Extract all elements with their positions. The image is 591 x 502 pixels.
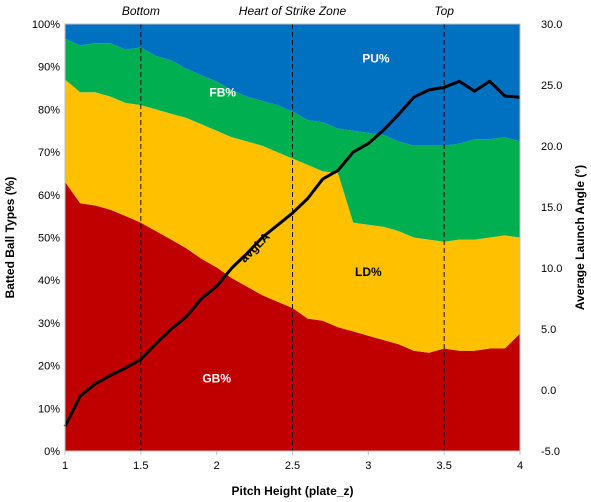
y-tick-label: 10%	[38, 403, 60, 415]
y2-tick-label: -5.0	[541, 446, 560, 458]
y2-tick-label: 0.0	[541, 385, 556, 397]
x-tick-label: 3.5	[437, 460, 452, 472]
y-axis-title: Batted Ball Types (%)	[3, 177, 17, 299]
y-tick-label: 40%	[38, 275, 60, 287]
zone-label-top: Top	[434, 4, 454, 18]
y-tick-label: 20%	[38, 361, 60, 373]
y-tick-label: 80%	[38, 104, 60, 116]
axes: 0% 10% 20% 30% 40% 50% 60% 70% 80% 90% 100% -5.0 0.0…	[3, 19, 587, 498]
area-label-ld: LD%	[355, 265, 382, 279]
zone-label-heart-of-strike-zone: Heart of Strike Zone	[239, 4, 347, 18]
x-tick-label: 1.5	[133, 460, 148, 472]
area-label-fb: FB%	[209, 86, 236, 100]
y-tick-label: 70%	[38, 147, 60, 159]
y-tick-label: 60%	[38, 190, 60, 202]
x-tick-label: 2	[214, 460, 220, 472]
y-tick-label: 30%	[38, 318, 60, 330]
y-tick-label: 90%	[38, 62, 60, 74]
y-tick-label: 0%	[44, 446, 60, 458]
avg-launch-angle-line	[63, 79, 521, 428]
x-tick-label: 3	[365, 460, 371, 472]
x-tick-label: 1	[62, 460, 68, 472]
y2-tick-label: 15.0	[541, 202, 562, 214]
x-axis-title: Pitch Height (plate_z)	[231, 484, 353, 498]
y2-axis-title: Average Launch Angle (°)	[573, 165, 587, 310]
y2-tick-label: 25.0	[541, 80, 562, 92]
x-tick-label: 2.5	[285, 460, 300, 472]
y-tick-label: 50%	[38, 233, 60, 245]
area-label-gb: GB%	[202, 372, 231, 386]
y2-tick-label: 20.0	[541, 141, 562, 153]
y-tick-label: 100%	[32, 19, 60, 31]
zone-divider-lines	[140, 24, 445, 451]
zone-label-bottom: Bottom	[122, 4, 160, 18]
y2-tick-label: 10.0	[541, 263, 562, 275]
y2-tick-label: 5.0	[541, 324, 556, 336]
y2-tick-label: 30.0	[541, 19, 562, 31]
x-tick-label: 4	[517, 460, 523, 472]
area-label-pu: PU%	[362, 51, 390, 65]
avg-la-line	[63, 79, 521, 428]
